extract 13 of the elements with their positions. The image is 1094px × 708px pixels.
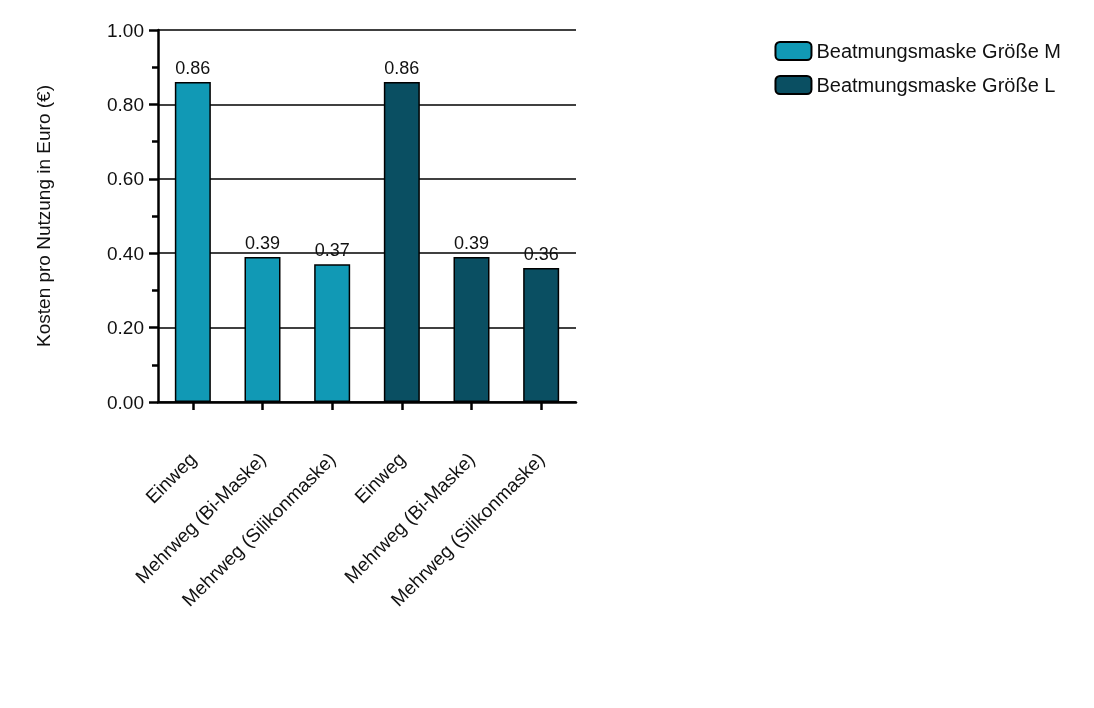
- y-tick-label: 0.20: [107, 317, 144, 339]
- legend-label: Beatmungsmaske Größe L: [816, 74, 1056, 96]
- y-tick-label: 0.00: [107, 391, 144, 413]
- data-label: 0.86: [384, 58, 420, 79]
- y-tick-label: 0.80: [107, 93, 144, 115]
- y-tick-label: 0.40: [107, 242, 144, 264]
- y-tick-label: 0.60: [107, 168, 144, 190]
- legend-label: Beatmungsmaske Größe M: [816, 40, 1061, 62]
- y-axis-title: Kosten pro Nutzung in Euro (€): [33, 85, 54, 347]
- data-label: 0.86: [175, 58, 211, 79]
- y-tick-label: 1.00: [107, 19, 144, 41]
- data-label: 0.39: [244, 232, 281, 253]
- data-label: 0.39: [453, 232, 490, 253]
